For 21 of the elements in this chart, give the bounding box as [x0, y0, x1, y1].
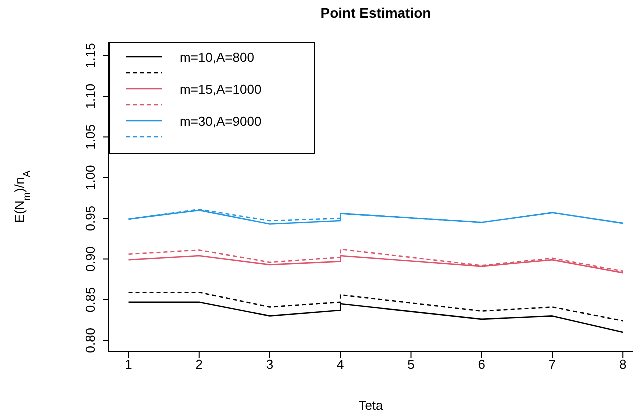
y-tick-label: 0.90: [83, 246, 98, 272]
y-tick-label: 1.00: [83, 165, 98, 191]
y-tick-label: 0.85: [83, 287, 98, 313]
legend-label: m=15,A=1000: [180, 82, 263, 96]
y-tick-label: 1.15: [83, 43, 98, 68]
x-tick-label: 2: [196, 357, 204, 372]
legend-label: m=30,A=9000: [180, 114, 263, 128]
y-tick-label: 0.80: [83, 328, 98, 354]
x-tick-label: 5: [408, 357, 415, 372]
x-tick-label: 7: [548, 357, 556, 372]
y-tick-label: 1.05: [83, 124, 98, 150]
y-tick-label: 1.10: [83, 84, 98, 110]
legend-label: m=10,A=800: [180, 50, 256, 64]
x-axis-title: Teta: [358, 398, 384, 413]
x-tick-label: 3: [266, 357, 274, 372]
y-tick-label: 0.95: [83, 206, 98, 232]
chart-title: Point Estimation: [320, 5, 432, 21]
x-tick-label: 8: [619, 357, 627, 372]
x-tick-label: 1: [125, 357, 132, 372]
x-tick-label: 6: [478, 357, 486, 372]
x-tick-label: 4: [337, 357, 344, 372]
